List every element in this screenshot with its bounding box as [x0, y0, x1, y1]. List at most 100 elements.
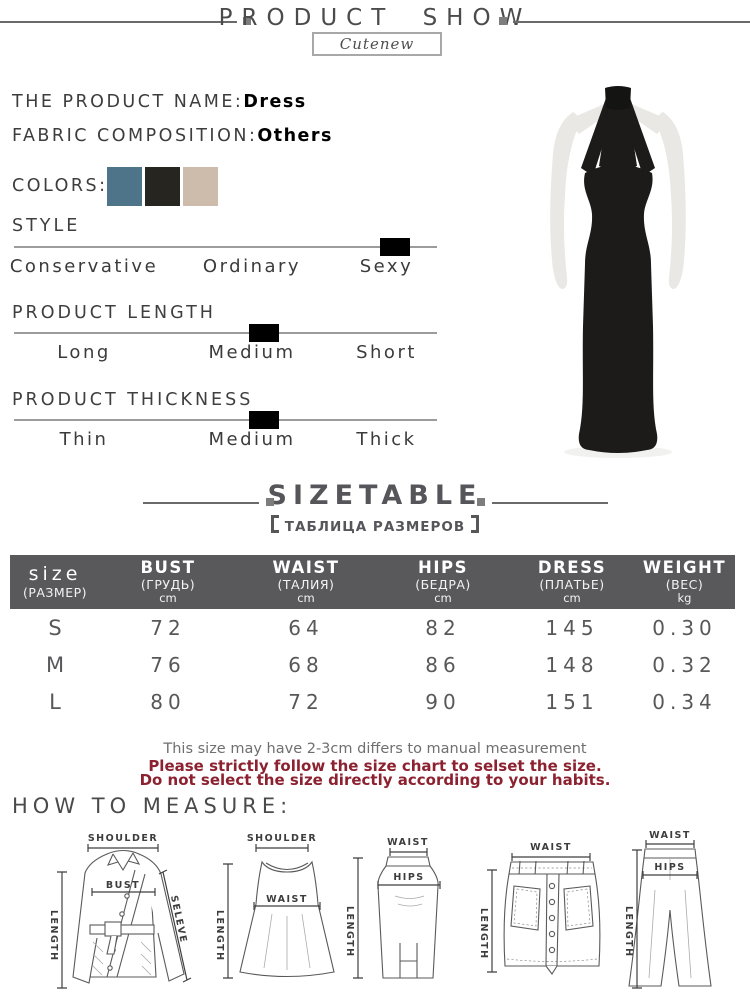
- option-medium2: Medium: [208, 429, 296, 450]
- coat-sleeve-line: [158, 869, 192, 983]
- attr-options-length: Long Medium Short: [0, 342, 437, 363]
- mini-skirt-pocket-left: [510, 885, 541, 931]
- skirt-length-label: LENGTH: [344, 906, 355, 958]
- warning-line-2: Do not select the size directly accordin…: [139, 771, 611, 789]
- col-dress-unit: cm: [563, 590, 581, 605]
- coat-sleeve-left: [72, 853, 108, 984]
- col-bust-en: BUST: [140, 558, 196, 578]
- skirt-waist-line: [389, 848, 428, 856]
- col-waist-unit: cm: [297, 590, 315, 605]
- pants-creases: [648, 858, 692, 979]
- table-row-l: L 80 72 90 151 0.34: [10, 683, 735, 720]
- dress-shoulder-label: SHOULDER: [247, 833, 317, 844]
- sizetable-title: SIZETABLE: [267, 480, 483, 511]
- table-row-s: S 72 64 82 145 0.30: [10, 609, 735, 646]
- mini-skirt-length-line: [487, 869, 497, 973]
- how-to-measure-title: HOW TO MEASURE:: [12, 794, 293, 818]
- cell-hips: 82: [425, 615, 461, 640]
- col-weight-en: WEIGHT: [642, 558, 727, 578]
- pants-waist-line: [645, 840, 695, 848]
- col-dress-ru: (ПЛАТЬЕ): [539, 576, 605, 592]
- measure-diagram-skirt: WAIST HIPS LENGTH: [344, 837, 441, 979]
- pants-hips-label: HIPS: [654, 862, 685, 873]
- sizetable-divider-right: [492, 502, 608, 504]
- color-swatch-beige: [183, 167, 218, 206]
- measure-diagram-coat: LENGTH SHOULDER BUST SELEVE: [48, 833, 192, 989]
- table-row-m: M 76 68 86 148 0.32: [10, 646, 735, 683]
- col-waist-ru: (ТАЛИЯ): [277, 576, 335, 592]
- dress-folds: [263, 913, 311, 970]
- cell-hips: 86: [425, 652, 461, 677]
- product-name-label: THE PRODUCT NAME:: [12, 92, 244, 112]
- col-weight-ru: (ВЕС): [665, 576, 704, 592]
- dress-front-panel: [599, 100, 637, 171]
- attr-track-style: [14, 246, 437, 248]
- measure-diagrams: LENGTH SHOULDER BUST SELEVE SHOULDER WAI…: [48, 830, 712, 989]
- coat-belt-knot: [104, 921, 122, 937]
- mini-skirt-waist-label: WAIST: [530, 842, 572, 853]
- pants-length-line: [632, 849, 642, 989]
- brand-badge: Cutenew: [312, 32, 442, 56]
- sizetable-square-right: [477, 498, 485, 506]
- cell-bust: 72: [150, 615, 186, 640]
- col-hips-en: HIPS: [418, 558, 468, 578]
- coat-bust-label: BUST: [106, 880, 140, 891]
- color-swatch-black: [145, 167, 180, 206]
- size-table-header: size (РАЗМЕР) BUST (ГРУДЬ) cm WAIST (ТАЛ…: [10, 555, 735, 609]
- skirt-body: [377, 865, 439, 979]
- cell-waist: 68: [288, 652, 324, 677]
- measure-diagram-dress: SHOULDER WAIST LENGTH: [214, 833, 335, 979]
- cell-weight: 0.30: [652, 615, 717, 640]
- coat-hatch: [92, 941, 152, 976]
- option-sexy: Sexy: [359, 256, 414, 277]
- attr-marker-style: [379, 238, 410, 256]
- col-weight-unit: kg: [677, 590, 692, 605]
- attr-marker-length: [248, 324, 279, 342]
- sizetable-subtitle: ТАБЛИЦА РАЗМЕРОВ: [0, 515, 750, 535]
- measure-diagram-pants: WAIST HIPS LENGTH: [623, 830, 712, 989]
- cell-size: L: [49, 689, 61, 714]
- cell-size: M: [45, 652, 65, 677]
- mannequin-arm-left: [550, 112, 580, 289]
- option-short: Short: [356, 342, 417, 363]
- col-hips-ru: (БЕДРА): [415, 576, 471, 592]
- cell-weight: 0.32: [652, 652, 717, 677]
- pants-body: [628, 857, 712, 987]
- measure-diagram-mini-skirt: WAIST LENGTH: [478, 842, 601, 975]
- coat-shoulder-label: SHOULDER: [88, 833, 158, 844]
- sizetable-square-left: [266, 498, 274, 506]
- dress-length-label: LENGTH: [214, 910, 225, 962]
- col-bust-unit: cm: [159, 590, 177, 605]
- col-hips-unit: cm: [434, 590, 452, 605]
- cell-hips: 90: [425, 689, 461, 714]
- coat-length-label: LENGTH: [48, 910, 59, 962]
- cell-dress: 145: [545, 615, 599, 640]
- col-size-ru: (РАЗМЕР): [22, 584, 88, 600]
- coat-collar: [106, 852, 141, 872]
- coat-sleeve-right: [138, 853, 185, 982]
- cell-dress: 148: [545, 652, 599, 677]
- dress-collar: [605, 86, 631, 110]
- mannequin-arm-right: [656, 112, 686, 289]
- cell-bust: 80: [150, 689, 186, 714]
- warning-line-1: Please strictly follow the size chart to…: [148, 757, 602, 775]
- coat-bust-line: [91, 888, 156, 896]
- col-header-bust: BUST (ГРУДЬ) cm: [100, 558, 236, 605]
- sizetable-divider-left: [143, 502, 259, 504]
- col-header-size: size (РАЗМЕР): [10, 563, 100, 600]
- option-conservative: Conservative: [9, 256, 159, 277]
- cell-dress: 151: [545, 689, 599, 714]
- col-size-en: size: [28, 563, 82, 586]
- col-dress-en: DRESS: [537, 558, 607, 578]
- size-table-body: S 72 64 82 145 0.30 M 76 68 86 148 0.32 …: [10, 609, 735, 720]
- mini-skirt-pocket-right-stitch: [566, 888, 591, 927]
- skirt-hips-label: HIPS: [393, 872, 424, 883]
- page-title: PRODUCT SHOW: [218, 5, 532, 31]
- col-header-weight: WEIGHT (ВЕС) kg: [634, 558, 735, 605]
- mini-skirt-waist-line: [511, 853, 591, 861]
- col-header-hips: HIPS (БЕДРА) cm: [376, 558, 510, 605]
- cell-size: S: [48, 615, 62, 640]
- skirt-slits: [399, 943, 418, 978]
- cell-waist: 64: [288, 615, 324, 640]
- bracket-right-icon: [471, 515, 480, 533]
